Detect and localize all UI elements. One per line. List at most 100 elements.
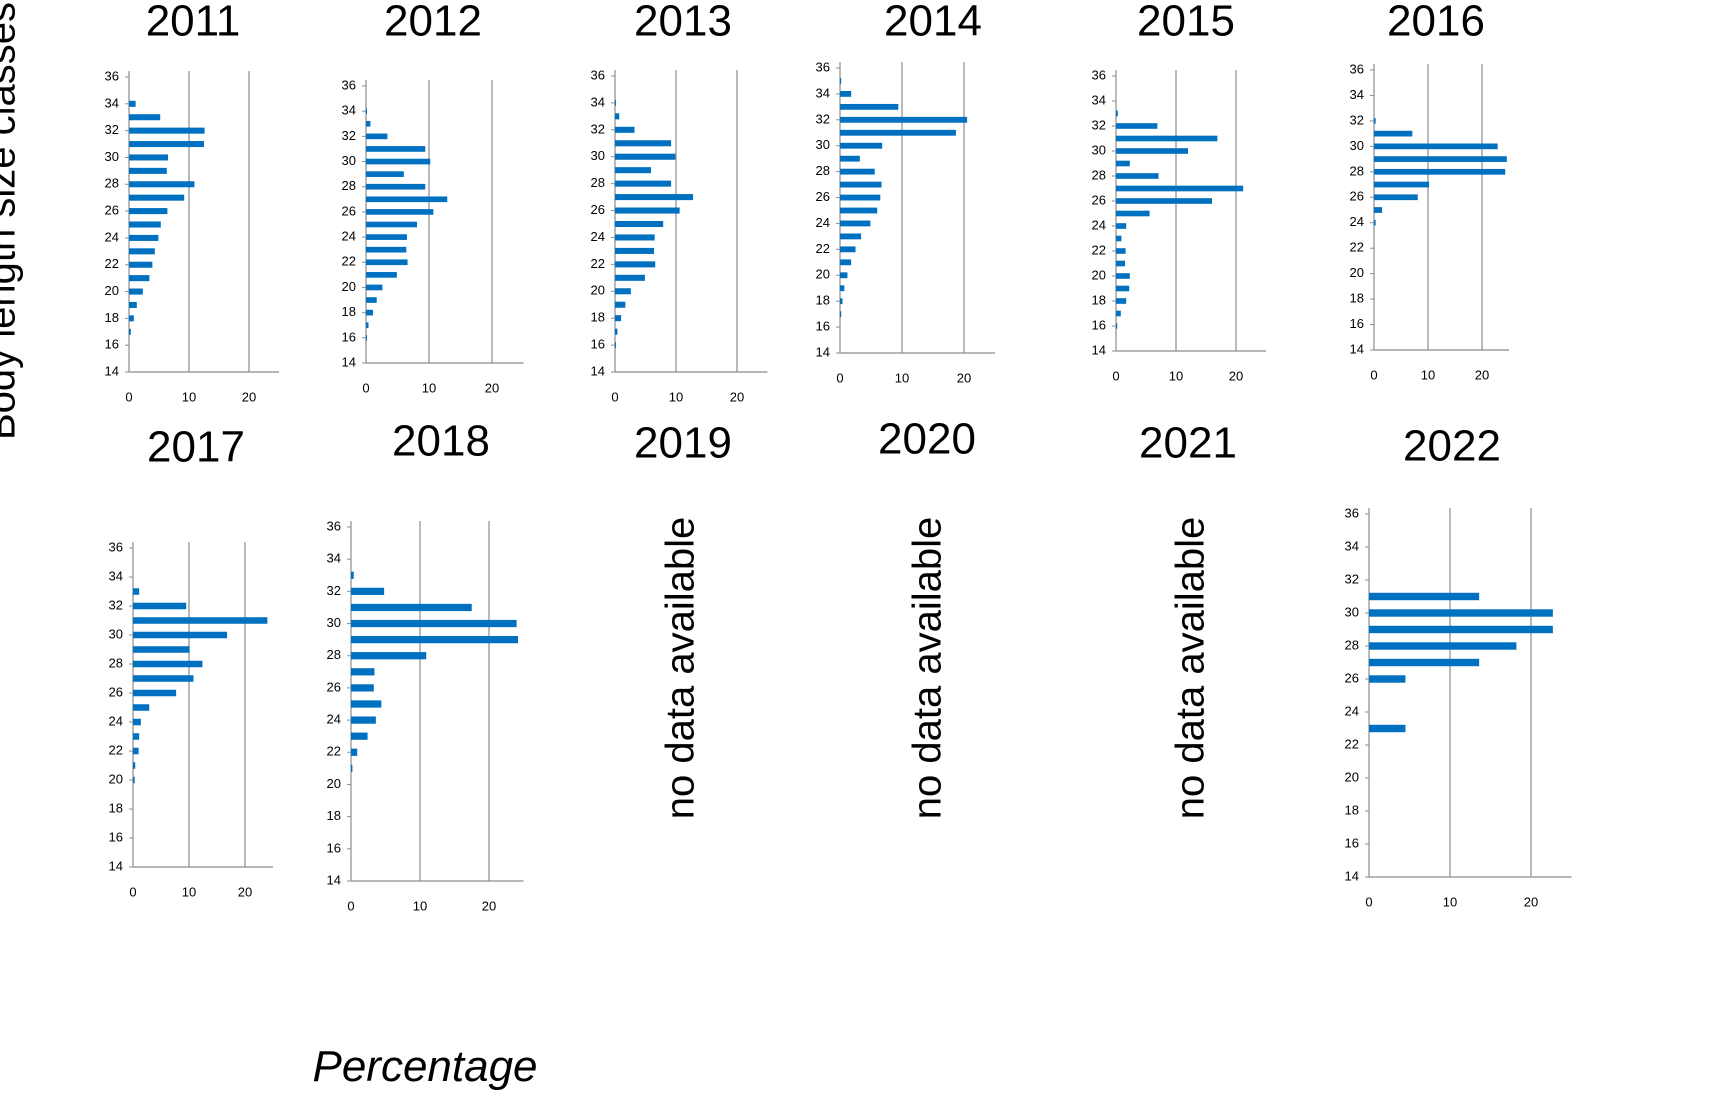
bar xyxy=(129,208,168,215)
y-tick-label: 16 xyxy=(816,319,830,334)
bar xyxy=(366,221,418,228)
bar xyxy=(1374,194,1418,201)
bar xyxy=(1116,298,1127,304)
bar xyxy=(133,689,177,697)
y-tick-label: 24 xyxy=(342,229,356,244)
y-tick-label: 22 xyxy=(816,241,830,256)
y-tick-label: 16 xyxy=(591,337,605,352)
y-tick-label: 36 xyxy=(1345,505,1359,520)
y-tick-label: 24 xyxy=(327,712,341,727)
bar xyxy=(615,288,631,295)
bar xyxy=(366,234,407,240)
bar xyxy=(1116,160,1130,167)
y-tick-label: 18 xyxy=(816,293,830,308)
panel-title: 2014 xyxy=(884,0,982,46)
y-tick-label: 32 xyxy=(1092,117,1106,132)
y-tick-label: 34 xyxy=(342,103,356,118)
y-tick-label: 32 xyxy=(1350,112,1364,127)
y-tick-label: 18 xyxy=(327,808,341,823)
bar xyxy=(1116,260,1125,267)
bar xyxy=(1116,110,1118,117)
bar xyxy=(840,272,848,279)
y-tick-label: 22 xyxy=(327,744,341,759)
y-tick-label: 20 xyxy=(342,279,356,294)
bar xyxy=(129,301,137,308)
bar xyxy=(1116,223,1127,229)
x-tick-label: 10 xyxy=(1443,894,1457,909)
bar xyxy=(1116,210,1150,217)
bar xyxy=(366,246,407,253)
bar xyxy=(351,603,472,612)
bar xyxy=(1116,185,1244,192)
bar xyxy=(840,142,883,149)
bar xyxy=(1374,168,1506,175)
bar xyxy=(129,127,205,134)
x-tick-label: 0 xyxy=(1365,894,1372,909)
bar xyxy=(1116,273,1130,279)
bar xyxy=(840,207,878,214)
y-tick-label: 30 xyxy=(1345,604,1359,619)
bar xyxy=(129,167,167,174)
panel-title: 2017 xyxy=(147,423,245,472)
bar xyxy=(615,342,616,349)
y-tick-label: 18 xyxy=(591,310,605,325)
y-tick-label: 22 xyxy=(591,256,605,271)
bar xyxy=(1374,219,1376,226)
bar xyxy=(351,716,376,724)
bar xyxy=(615,194,694,201)
bar xyxy=(840,311,842,318)
x-tick-label: 0 xyxy=(1112,368,1119,383)
y-tick-label: 14 xyxy=(327,872,341,887)
bar xyxy=(1116,285,1130,292)
y-tick-label: 34 xyxy=(109,568,123,583)
panel-title: 2021 xyxy=(1139,419,1237,468)
bar xyxy=(615,328,618,335)
y-tick-label: 16 xyxy=(105,337,119,352)
bar xyxy=(129,234,159,241)
bar xyxy=(366,171,404,177)
y-tick-label: 36 xyxy=(342,77,356,92)
bar xyxy=(615,301,626,308)
no-data-message: no data available xyxy=(906,517,950,819)
bar xyxy=(351,700,382,708)
y-tick-label: 16 xyxy=(1092,317,1106,332)
y-tick-label: 32 xyxy=(1345,571,1359,586)
panel-title: 2015 xyxy=(1137,0,1235,46)
y-tick-label: 26 xyxy=(327,679,341,694)
bar xyxy=(1116,173,1159,179)
y-tick-label: 32 xyxy=(105,122,119,137)
panel-title: 2013 xyxy=(634,0,732,46)
y-tick-label: 36 xyxy=(816,59,830,74)
x-tick-label: 20 xyxy=(485,380,499,395)
bar xyxy=(615,220,664,228)
x-tick-label: 20 xyxy=(1475,367,1489,382)
bar xyxy=(129,194,185,201)
x-tick-label: 10 xyxy=(422,380,436,395)
y-tick-label: 20 xyxy=(591,283,605,298)
y-tick-label: 28 xyxy=(109,655,123,670)
x-tick-label: 0 xyxy=(347,898,354,913)
y-tick-label: 30 xyxy=(591,148,605,163)
y-tick-label: 32 xyxy=(591,121,605,136)
y-tick-label: 34 xyxy=(1345,538,1359,553)
y-tick-label: 18 xyxy=(1092,292,1106,307)
x-tick-label: 20 xyxy=(957,370,971,385)
y-tick-label: 14 xyxy=(105,363,119,378)
y-tick-label: 18 xyxy=(105,310,119,325)
bar xyxy=(615,126,635,133)
no-data-message: no data available xyxy=(659,517,703,819)
y-tick-label: 18 xyxy=(342,304,356,319)
bar xyxy=(351,732,368,740)
x-tick-label: 20 xyxy=(1229,368,1243,383)
bar xyxy=(840,298,843,305)
bar xyxy=(840,78,842,84)
bar xyxy=(840,246,856,253)
y-tick-label: 24 xyxy=(591,229,605,244)
bar xyxy=(351,684,374,692)
bar xyxy=(615,274,645,281)
x-tick-label: 0 xyxy=(362,380,369,395)
x-tick-label: 20 xyxy=(238,884,252,899)
bar xyxy=(1116,198,1212,204)
y-tick-label: 26 xyxy=(591,202,605,217)
y-tick-label: 26 xyxy=(1345,670,1359,685)
